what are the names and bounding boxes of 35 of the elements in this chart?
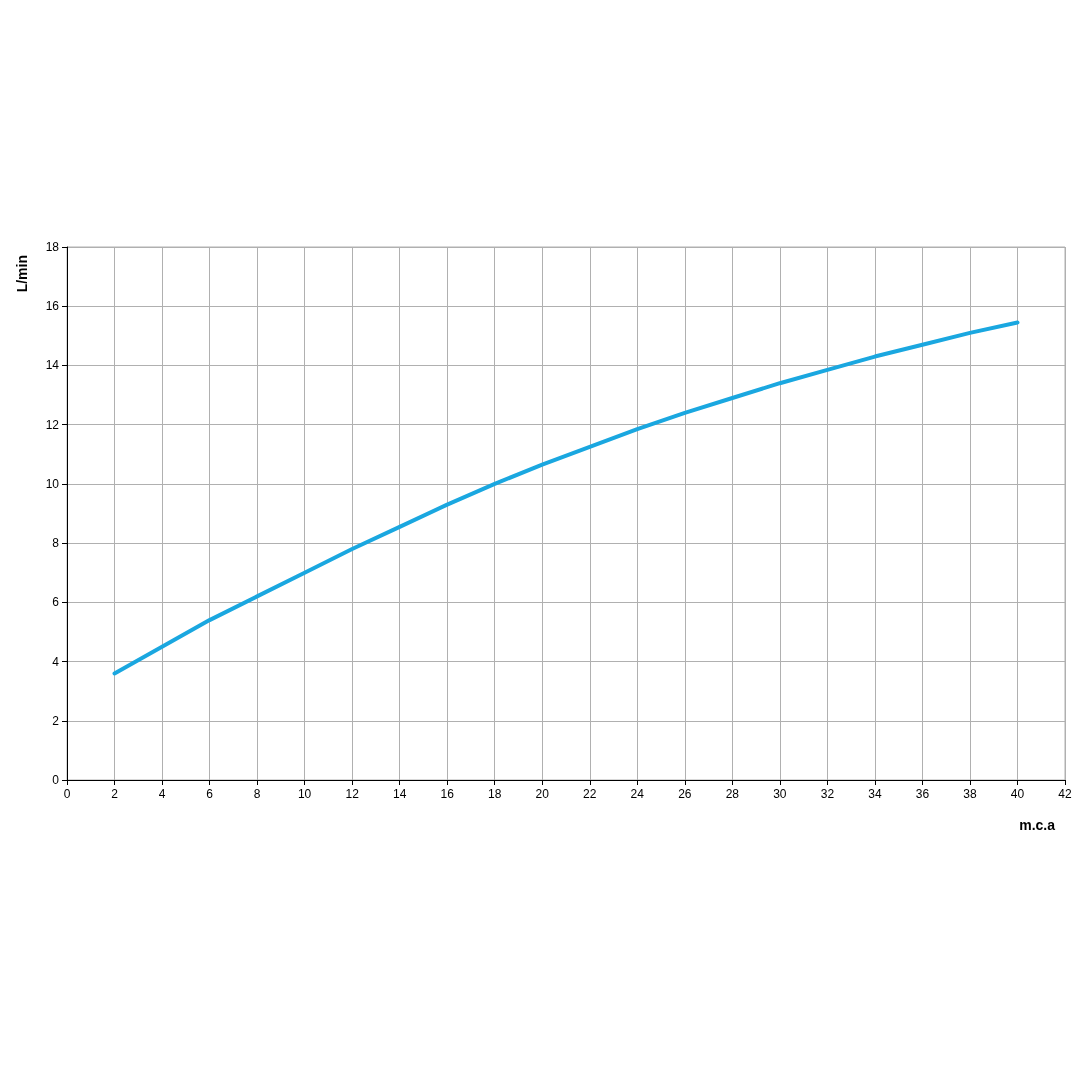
y-axis-title: L/min	[14, 255, 30, 293]
y-tick-label: 2	[52, 713, 60, 728]
x-tick-label: 8	[253, 787, 261, 801]
x-axis-title: m.c.a	[1019, 817, 1056, 833]
x-tick-label: 40	[1010, 787, 1025, 801]
x-tick-label: 16	[440, 787, 455, 801]
x-tick-label: 12	[345, 787, 360, 801]
y-tick-label: 6	[52, 595, 60, 610]
x-tick-label: 42	[1058, 787, 1072, 801]
y-tick-label: 16	[45, 299, 60, 314]
x-tick-label: 4	[158, 787, 166, 801]
x-tick-label: 26	[678, 787, 692, 801]
x-tick-label: 10	[297, 787, 312, 801]
x-tick-label: 34	[868, 787, 882, 801]
x-tick-label: 28	[725, 787, 740, 801]
y-tick-label: 4	[52, 654, 60, 669]
x-tick-label: 24	[630, 787, 645, 801]
x-tick-label: 18	[488, 787, 502, 801]
y-tick-label: 14	[45, 358, 60, 373]
x-tick-label: 0	[63, 787, 71, 801]
x-tick-label: 20	[535, 787, 550, 801]
x-tick-label: 22	[583, 787, 597, 801]
y-tick-label: 8	[52, 536, 60, 551]
y-tick-label: 18	[45, 240, 60, 254]
y-tick-label: 0	[52, 773, 60, 787]
line-series	[112, 320, 1020, 676]
x-tick-label: 36	[915, 787, 930, 801]
x-tick-label: 30	[773, 787, 787, 801]
x-tick-label: 38	[963, 787, 977, 801]
x-tick-label: 32	[820, 787, 835, 801]
x-tick-label: 2	[111, 787, 119, 801]
y-tick-label: 10	[45, 476, 60, 491]
y-tick-label: 12	[45, 417, 60, 432]
x-tick-label: 6	[206, 787, 214, 801]
x-tick-label: 14	[392, 787, 407, 801]
